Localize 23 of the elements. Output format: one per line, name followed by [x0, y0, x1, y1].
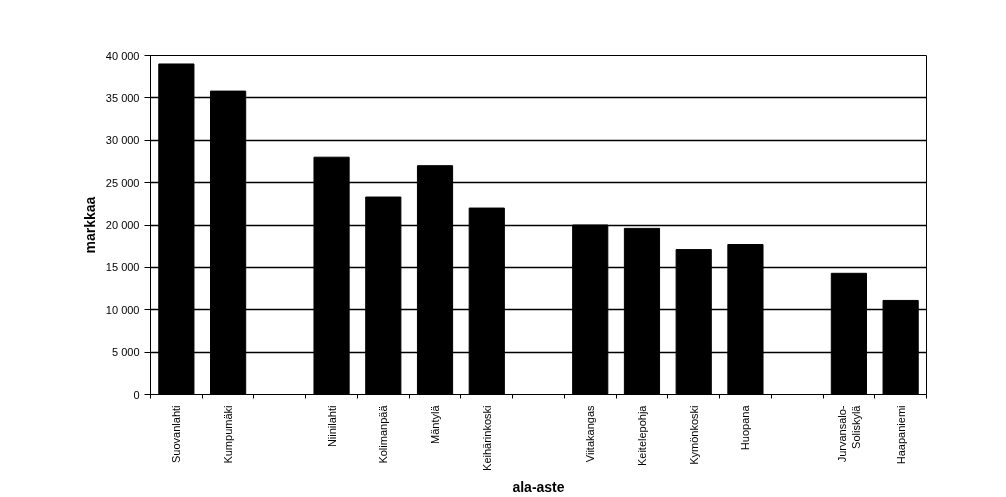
x-axis-title: ala-aste: [512, 478, 565, 495]
y-tick-label: 10 000: [105, 303, 140, 316]
x-tick-label: Huopana: [739, 404, 752, 451]
x-tick-label: Keitelepohja: [635, 404, 648, 467]
y-tick-label: 35 000: [105, 91, 140, 104]
x-tick-label: Kymönkoski: [687, 405, 700, 465]
x-tick-label: Suovanlahti: [170, 405, 183, 463]
x-tick-label: Keihärinkoski: [480, 405, 493, 471]
x-tick-label: Kolimanpää: [377, 404, 390, 464]
x-tick-label: Jurvansalo- Soliskylä: [835, 404, 863, 463]
y-tick-label: 15 000: [105, 261, 140, 274]
y-tick-label: 25 000: [105, 176, 140, 189]
x-tick-label: Mäntylä: [429, 404, 442, 445]
y-tick-label: 30 000: [105, 134, 140, 147]
y-tick-label: 5 000: [111, 346, 140, 359]
y-tick-label: 0: [133, 388, 140, 401]
y-tick-label: 40 000: [105, 49, 140, 62]
x-tick-label: Haapaniemi: [894, 405, 907, 465]
x-tick-label: Kumpumäki: [222, 405, 235, 464]
y-axis-title: markkaa: [81, 196, 98, 254]
x-tick-label: Niinilahti: [325, 405, 338, 448]
x-tick-label: Viitakangas: [584, 405, 597, 463]
y-tick-label: 20 000: [105, 219, 140, 231]
